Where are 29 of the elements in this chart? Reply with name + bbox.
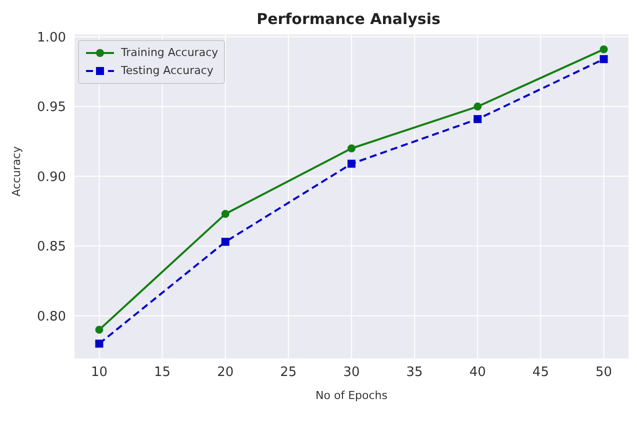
point (221, 210, 230, 218)
point (600, 45, 608, 54)
point (600, 55, 608, 64)
x-tick-label: 20 (217, 365, 234, 380)
chart-title: Performance Analysis (256, 9, 442, 30)
x-axis-title: No of Epochs (316, 389, 388, 402)
point (95, 326, 104, 334)
x-tick-label: 30 (343, 365, 360, 380)
y-tick-label: 0.95 (37, 100, 66, 116)
point (95, 340, 104, 348)
x-tick-label: 10 (90, 365, 108, 380)
x-tick-label: 15 (154, 365, 171, 380)
point (348, 160, 356, 168)
y-axis-title: Accuracy (10, 146, 23, 196)
x-tick-label: 40 (469, 365, 486, 380)
y-tick-label: 1.00 (37, 30, 66, 46)
legend-label: Testing Accuracy (121, 63, 214, 79)
point (221, 238, 230, 246)
x-tick-label: 35 (406, 365, 423, 380)
y-tick-label: 0.85 (37, 240, 66, 255)
point (474, 102, 482, 111)
x-tick-label: 45 (532, 365, 549, 380)
point (474, 115, 482, 124)
x-tick-label: 50 (596, 365, 612, 380)
y-tick-label: 0.80 (37, 309, 66, 324)
point (348, 144, 356, 152)
legend-label: Training Accuracy (121, 45, 218, 61)
x-tick-label: 25 (280, 365, 297, 380)
y-tick-label: 0.90 (37, 170, 66, 185)
